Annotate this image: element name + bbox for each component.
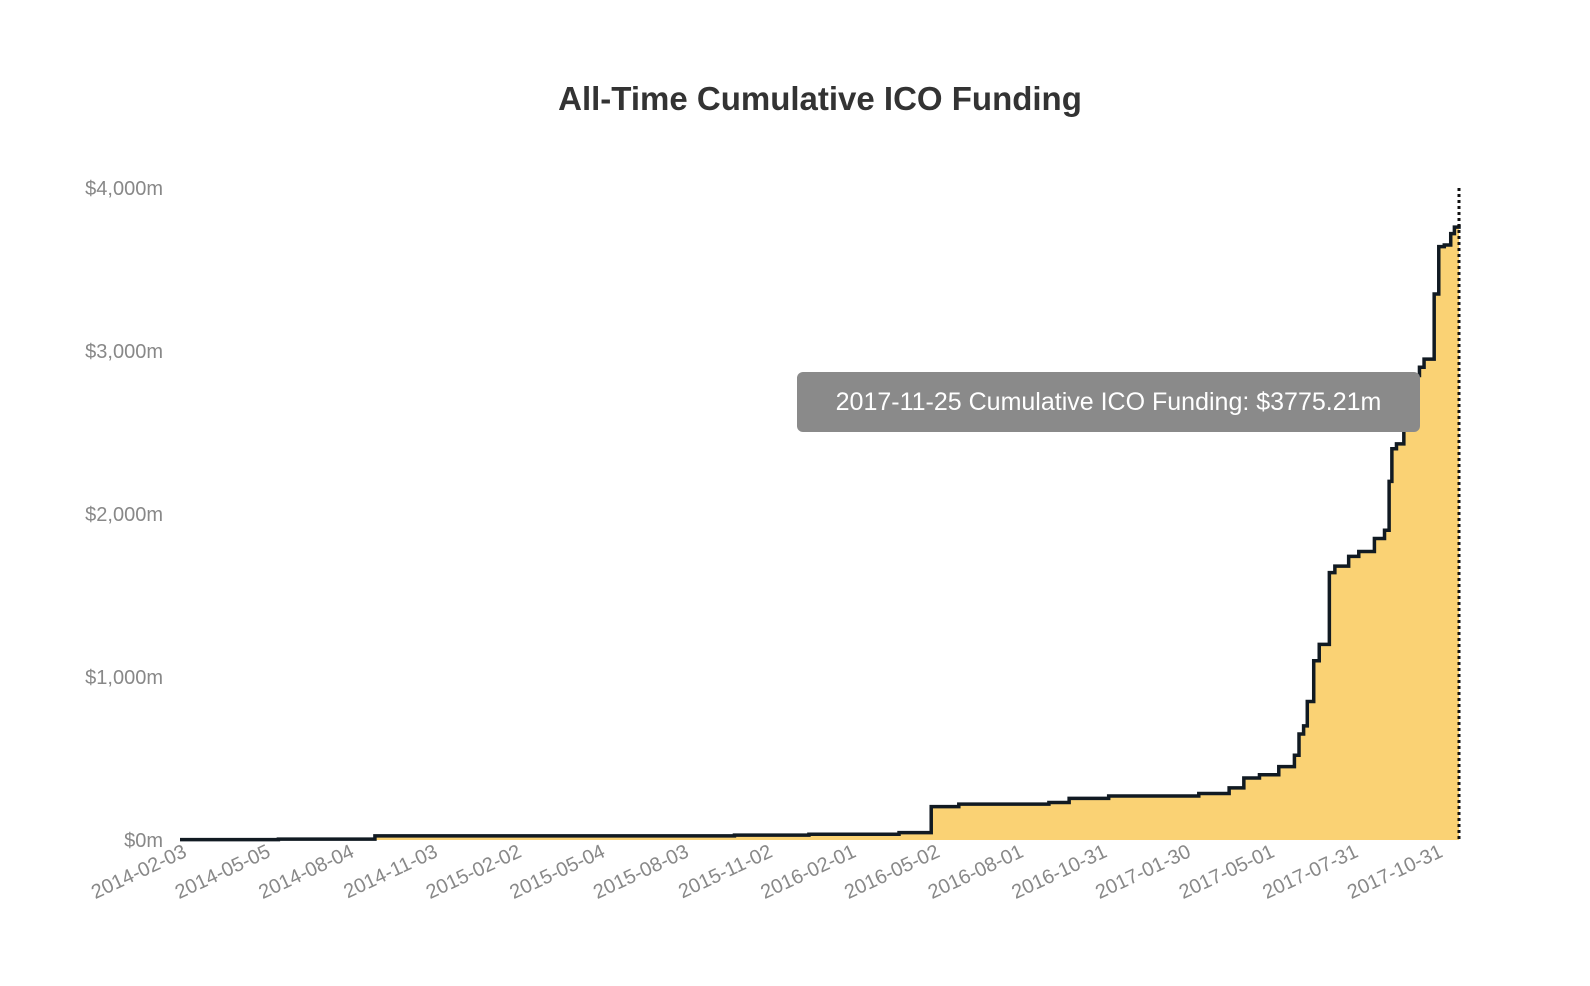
x-tick-label: 2016-05-02 <box>841 841 943 904</box>
x-tick-label: 2017-07-31 <box>1260 841 1362 904</box>
x-tick-label: 2014-05-05 <box>172 841 274 904</box>
x-axis: 2014-02-032014-05-052014-08-042014-11-03… <box>88 841 1446 904</box>
x-tick-label: 2014-08-04 <box>255 841 357 904</box>
x-tick-label: 2016-08-01 <box>925 841 1027 904</box>
x-tick-label: 2015-11-02 <box>675 841 776 904</box>
chart-title: All-Time Cumulative ICO Funding <box>558 80 1082 117</box>
area-fill <box>180 224 1459 841</box>
x-tick-label: 2017-10-31 <box>1344 841 1446 904</box>
y-tick-label: $1,000m <box>85 667 163 689</box>
y-axis: $0m $1,000m $2,000m $3,000m $4,000m <box>85 178 163 852</box>
x-tick-label: 2015-02-02 <box>423 841 525 904</box>
y-tick-label: $0m <box>124 830 163 852</box>
x-tick-label: 2016-10-31 <box>1008 841 1110 904</box>
x-tick-label: 2015-08-03 <box>590 841 692 904</box>
y-tick-label: $4,000m <box>85 178 163 200</box>
x-tick-label: 2017-05-01 <box>1176 841 1278 904</box>
series-line <box>180 224 1461 842</box>
x-tick-label: 2016-02-01 <box>757 841 859 904</box>
tooltip: 2017-11-25 Cumulative ICO Funding: $3775… <box>797 372 1420 432</box>
x-tick-label: 2015-05-04 <box>506 841 608 904</box>
x-tick-label: 2014-11-03 <box>340 841 441 904</box>
y-tick-label: $3,000m <box>85 341 163 363</box>
x-tick-label: 2017-01-30 <box>1092 841 1194 904</box>
y-tick-label: $2,000m <box>85 504 163 526</box>
